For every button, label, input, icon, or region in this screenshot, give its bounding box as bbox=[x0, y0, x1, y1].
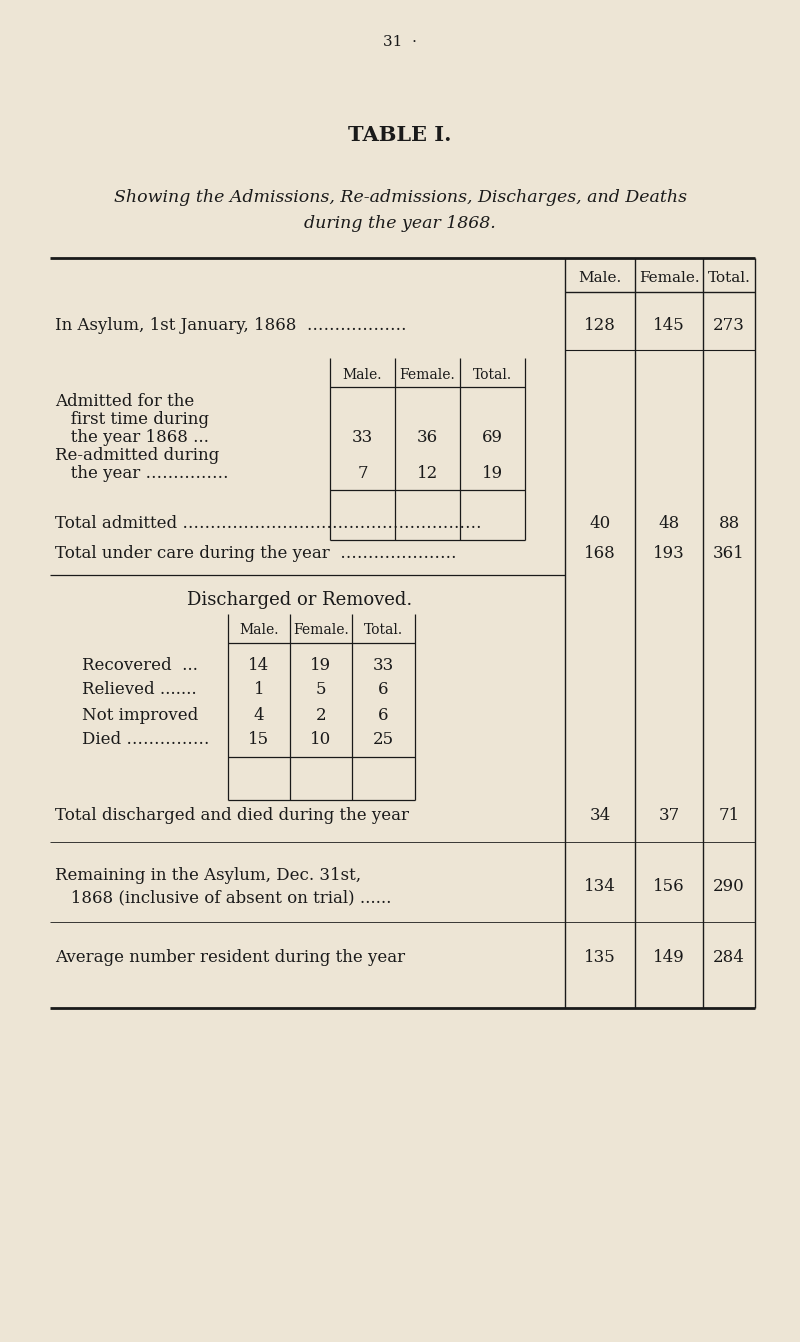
Text: 273: 273 bbox=[713, 317, 745, 334]
Text: Total under care during the year  …………………: Total under care during the year ………………… bbox=[55, 545, 457, 562]
Text: Male.: Male. bbox=[342, 368, 382, 382]
Text: 361: 361 bbox=[713, 545, 745, 562]
Text: Female.: Female. bbox=[638, 271, 699, 285]
Text: 145: 145 bbox=[653, 317, 685, 334]
Text: 168: 168 bbox=[584, 545, 616, 562]
Text: Total.: Total. bbox=[364, 623, 403, 637]
Text: 33: 33 bbox=[373, 656, 394, 674]
Text: 19: 19 bbox=[310, 656, 331, 674]
Text: Total.: Total. bbox=[473, 368, 512, 382]
Text: TABLE I.: TABLE I. bbox=[348, 125, 452, 145]
Text: Admitted for the: Admitted for the bbox=[55, 393, 194, 411]
Text: 2: 2 bbox=[316, 706, 326, 723]
Text: 48: 48 bbox=[658, 515, 680, 533]
Text: 284: 284 bbox=[713, 950, 745, 966]
Text: 10: 10 bbox=[310, 731, 332, 749]
Text: Not improved: Not improved bbox=[82, 706, 198, 723]
Text: 4: 4 bbox=[254, 706, 264, 723]
Text: 14: 14 bbox=[248, 656, 270, 674]
Text: Average number resident during the year: Average number resident during the year bbox=[55, 950, 405, 966]
Text: Total admitted ………………………………………………: Total admitted ……………………………………………… bbox=[55, 515, 482, 533]
Text: 69: 69 bbox=[482, 429, 503, 447]
Text: Male.: Male. bbox=[239, 623, 278, 637]
Text: 40: 40 bbox=[590, 515, 610, 533]
Text: Died ……………: Died …………… bbox=[82, 731, 210, 749]
Text: 193: 193 bbox=[653, 545, 685, 562]
Text: Discharged or Removed.: Discharged or Removed. bbox=[187, 590, 413, 609]
Text: Remaining in the Asylum, Dec. 31st,: Remaining in the Asylum, Dec. 31st, bbox=[55, 867, 361, 883]
Text: 34: 34 bbox=[590, 807, 610, 824]
Text: 37: 37 bbox=[658, 807, 680, 824]
Text: Re-admitted during: Re-admitted during bbox=[55, 447, 219, 464]
Text: Total.: Total. bbox=[707, 271, 750, 285]
Text: the year ……………: the year …………… bbox=[55, 466, 229, 483]
Text: 134: 134 bbox=[584, 878, 616, 895]
Text: 290: 290 bbox=[713, 878, 745, 895]
Text: 135: 135 bbox=[584, 950, 616, 966]
Text: Male.: Male. bbox=[578, 271, 622, 285]
Text: 5: 5 bbox=[316, 682, 326, 698]
Text: 71: 71 bbox=[718, 807, 740, 824]
Text: Female.: Female. bbox=[293, 623, 349, 637]
Text: 33: 33 bbox=[352, 429, 373, 447]
Text: 6: 6 bbox=[378, 682, 389, 698]
Text: In Asylum, 1st January, 1868  ………………: In Asylum, 1st January, 1868 ……………… bbox=[55, 317, 406, 334]
Text: 7: 7 bbox=[357, 466, 368, 483]
Text: 12: 12 bbox=[417, 466, 438, 483]
Text: 36: 36 bbox=[417, 429, 438, 447]
Text: 19: 19 bbox=[482, 466, 503, 483]
Text: Relieved .......: Relieved ....... bbox=[82, 682, 197, 698]
Text: 6: 6 bbox=[378, 706, 389, 723]
Text: during the year 1868.: during the year 1868. bbox=[304, 216, 496, 232]
Text: first time during: first time during bbox=[55, 412, 209, 428]
Text: 1868 (inclusive of absent on trial) ......: 1868 (inclusive of absent on trial) ....… bbox=[55, 890, 391, 906]
Text: Showing the Admissions, Re-admissions, Discharges, and Deaths: Showing the Admissions, Re-admissions, D… bbox=[114, 189, 686, 207]
Text: 25: 25 bbox=[373, 731, 394, 749]
Text: 128: 128 bbox=[584, 317, 616, 334]
Text: Total discharged and died during the year: Total discharged and died during the yea… bbox=[55, 807, 409, 824]
Text: 31  ·: 31 · bbox=[383, 35, 417, 50]
Text: Female.: Female. bbox=[400, 368, 455, 382]
Text: 156: 156 bbox=[653, 878, 685, 895]
Text: 15: 15 bbox=[249, 731, 270, 749]
Text: 88: 88 bbox=[718, 515, 740, 533]
Text: 1: 1 bbox=[254, 682, 264, 698]
Text: 149: 149 bbox=[653, 950, 685, 966]
Text: the year 1868 ...: the year 1868 ... bbox=[55, 429, 209, 447]
Text: Recovered  ...: Recovered ... bbox=[82, 656, 198, 674]
